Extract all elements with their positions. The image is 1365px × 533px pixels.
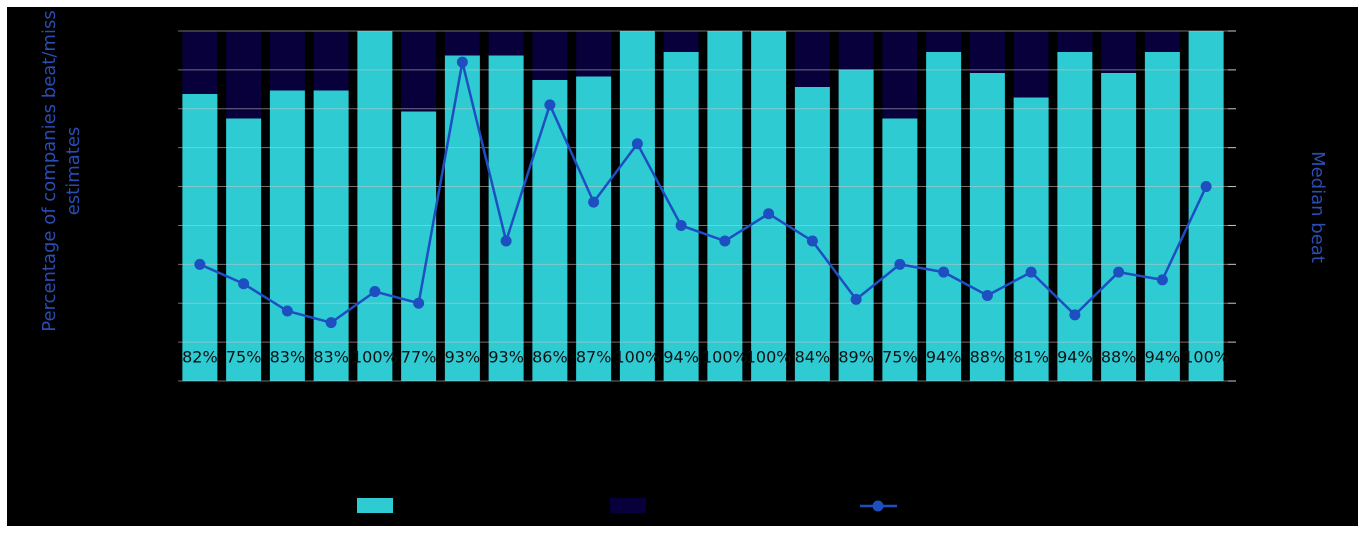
- y-axis-title: Percentage of companies beat/miss estima…: [39, 10, 84, 332]
- bar: [444, 55, 480, 381]
- bar: [926, 52, 962, 381]
- value-label: 94%: [926, 348, 962, 367]
- bar: [1188, 31, 1224, 381]
- value-label: 100%: [702, 348, 748, 367]
- chart: 82% 75% 83% 83% 100% 77% 93% 93% 86% 87% 100% 94% 10…: [178, 30, 1236, 513]
- bar: [1144, 31, 1180, 52]
- bar: [532, 31, 568, 80]
- bar: [532, 80, 568, 381]
- value-label: 88%: [970, 348, 1006, 367]
- value-label: 94%: [1145, 348, 1181, 367]
- value-label: 93%: [488, 348, 524, 367]
- line-marker: [194, 258, 206, 270]
- legend-swatch: [610, 498, 646, 513]
- value-label: 93%: [445, 348, 481, 367]
- line-marker: [1069, 309, 1081, 321]
- bar: [401, 31, 437, 112]
- line-marker: [500, 235, 512, 247]
- bar: [226, 31, 262, 119]
- bar: [313, 31, 349, 91]
- bar: [1101, 73, 1137, 381]
- value-label: 100%: [746, 348, 792, 367]
- bar: [1144, 52, 1180, 381]
- bar: [1057, 31, 1093, 52]
- bar: [1013, 31, 1049, 98]
- bar: [1013, 97, 1049, 381]
- bar: [269, 31, 305, 91]
- bar: [969, 31, 1005, 73]
- value-label: 77%: [401, 348, 437, 367]
- line-marker: [719, 235, 731, 247]
- bar: [576, 31, 612, 77]
- line-marker: [1156, 274, 1168, 286]
- bar: [794, 31, 830, 87]
- line-marker: [238, 278, 250, 290]
- bar: [663, 31, 699, 52]
- value-label: 87%: [576, 348, 612, 367]
- bar: [182, 31, 218, 94]
- bar: [357, 31, 393, 381]
- line-marker: [806, 235, 818, 247]
- line-marker: [588, 196, 600, 208]
- line-marker: [1025, 266, 1037, 278]
- value-label: 100%: [615, 348, 661, 367]
- bar: [926, 31, 962, 52]
- bar: [488, 31, 524, 56]
- bar: [444, 31, 480, 56]
- line-marker: [413, 297, 425, 309]
- value-label: 75%: [226, 348, 262, 367]
- line-marker: [981, 289, 993, 301]
- value-label: 94%: [1057, 348, 1093, 367]
- line-marker: [631, 138, 643, 150]
- bar: [488, 55, 524, 381]
- line-marker: [763, 208, 775, 220]
- bar: [576, 76, 612, 381]
- bar: [269, 90, 305, 381]
- bar: [313, 90, 349, 381]
- bar: [663, 52, 699, 381]
- value-label: 84%: [795, 348, 831, 367]
- line-marker: [675, 219, 687, 231]
- bar: [1101, 31, 1137, 73]
- value-label: 89%: [838, 348, 874, 367]
- line-marker: [456, 56, 468, 68]
- bar: [619, 31, 655, 381]
- value-label: 83%: [270, 348, 306, 367]
- bar: [969, 73, 1005, 381]
- bar: [1057, 52, 1093, 381]
- value-label: 83%: [313, 348, 349, 367]
- bar: [882, 118, 918, 381]
- y2-axis-title: Median beat: [1307, 151, 1328, 263]
- bar: [838, 31, 874, 70]
- bar: [401, 111, 437, 381]
- line-marker: [325, 317, 337, 329]
- value-label: 86%: [532, 348, 568, 367]
- value-label: 100%: [1183, 348, 1229, 367]
- line-marker: [1113, 266, 1125, 278]
- value-label: 94%: [663, 348, 699, 367]
- value-label: 88%: [1101, 348, 1137, 367]
- chart-frame: 82% 75% 83% 83% 100% 77% 93% 93% 86% 87% 100% 94% 10…: [7, 7, 1358, 526]
- bar: [751, 31, 787, 381]
- line-marker: [369, 286, 381, 298]
- legend-swatch: [872, 500, 884, 512]
- bar: [882, 31, 918, 119]
- line-marker: [544, 99, 556, 111]
- bar: [226, 118, 262, 381]
- value-label: 100%: [352, 348, 398, 367]
- line-marker: [894, 258, 906, 270]
- line-marker: [1200, 181, 1212, 193]
- line-marker: [281, 305, 293, 317]
- value-label: 81%: [1013, 348, 1049, 367]
- line: [199, 61, 1208, 325]
- value-label: 75%: [882, 348, 918, 367]
- bar: [182, 94, 218, 381]
- bar: [707, 31, 743, 381]
- legend-swatch: [357, 498, 393, 513]
- line-marker: [938, 266, 950, 278]
- value-label: 82%: [182, 348, 218, 367]
- line-marker: [850, 293, 862, 305]
